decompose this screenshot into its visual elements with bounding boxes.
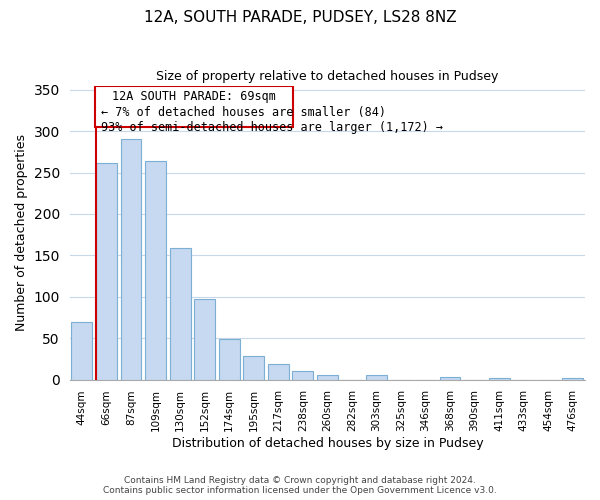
Bar <box>440 377 460 380</box>
Text: ← 7% of detached houses are smaller (84): ← 7% of detached houses are smaller (84) <box>101 106 386 120</box>
Text: 12A SOUTH PARADE: 69sqm: 12A SOUTH PARADE: 69sqm <box>112 90 276 103</box>
X-axis label: Distribution of detached houses by size in Pudsey: Distribution of detached houses by size … <box>172 437 483 450</box>
Bar <box>219 339 239 380</box>
Bar <box>121 138 142 380</box>
Bar <box>562 378 583 380</box>
Bar <box>170 248 191 380</box>
Text: 93% of semi-detached houses are larger (1,172) →: 93% of semi-detached houses are larger (… <box>101 121 443 134</box>
Bar <box>268 364 289 380</box>
Bar <box>243 356 264 380</box>
Bar <box>488 378 509 380</box>
Title: Size of property relative to detached houses in Pudsey: Size of property relative to detached ho… <box>156 70 499 83</box>
Bar <box>366 374 387 380</box>
Y-axis label: Number of detached properties: Number of detached properties <box>15 134 28 331</box>
Bar <box>96 164 117 380</box>
Bar <box>292 372 313 380</box>
Bar <box>317 374 338 380</box>
Bar <box>194 300 215 380</box>
Bar <box>145 161 166 380</box>
FancyBboxPatch shape <box>95 86 293 127</box>
Text: Contains HM Land Registry data © Crown copyright and database right 2024.
Contai: Contains HM Land Registry data © Crown c… <box>103 476 497 495</box>
Text: 12A, SOUTH PARADE, PUDSEY, LS28 8NZ: 12A, SOUTH PARADE, PUDSEY, LS28 8NZ <box>143 10 457 25</box>
Bar <box>71 322 92 380</box>
